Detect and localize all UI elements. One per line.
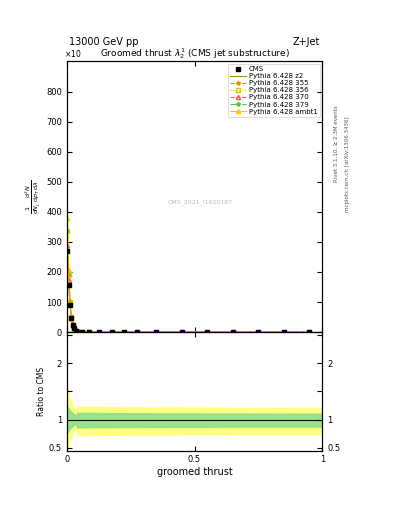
- Pythia 6.428 z2: [307, 329, 312, 335]
- Y-axis label: Ratio to CMS: Ratio to CMS: [37, 367, 46, 416]
- Text: Rivet 3.1.10, ≥ 2.3M events: Rivet 3.1.10, ≥ 2.3M events: [334, 105, 338, 182]
- CMS: [256, 329, 261, 335]
- CMS: [135, 329, 140, 335]
- Pythia 6.428 z2: [122, 329, 127, 335]
- Pythia 6.428 z2: [154, 329, 158, 335]
- CMS: [68, 302, 72, 308]
- Pythia 6.428 z2: [69, 314, 73, 321]
- Title: Groomed thrust $\lambda_2^1$ (CMS jet substructure): Groomed thrust $\lambda_2^1$ (CMS jet su…: [99, 47, 290, 61]
- Pythia 6.428 z2: [96, 329, 101, 335]
- Text: Z+Jet: Z+Jet: [292, 36, 320, 47]
- Pythia 6.428 z2: [73, 328, 78, 334]
- Pythia 6.428 z2: [66, 282, 71, 288]
- Text: 13000 GeV pp: 13000 GeV pp: [70, 36, 139, 47]
- CMS: [205, 329, 210, 335]
- Legend: CMS, Pythia 6.428 z2, Pythia 6.428 355, Pythia 6.428 356, Pythia 6.428 370, Pyth: CMS, Pythia 6.428 z2, Pythia 6.428 355, …: [228, 63, 320, 117]
- CMS: [66, 282, 71, 288]
- Line: CMS: CMS: [66, 249, 311, 334]
- Pythia 6.428 z2: [230, 329, 235, 335]
- Pythia 6.428 z2: [80, 329, 84, 335]
- Pythia 6.428 z2: [205, 329, 210, 335]
- Pythia 6.428 z2: [256, 329, 261, 335]
- Text: mcplots.cern.ch [arXiv:1306.3436]: mcplots.cern.ch [arXiv:1306.3436]: [345, 116, 350, 211]
- Pythia 6.428 z2: [135, 329, 140, 335]
- Pythia 6.428 z2: [76, 329, 81, 335]
- Pythia 6.428 z2: [70, 322, 75, 328]
- X-axis label: groomed thrust: groomed thrust: [157, 467, 232, 477]
- CMS: [154, 329, 158, 335]
- CMS: [179, 329, 184, 335]
- Text: CMS_2021_I1920187: CMS_2021_I1920187: [167, 199, 232, 205]
- Pythia 6.428 z2: [86, 329, 91, 335]
- CMS: [65, 248, 70, 254]
- CMS: [76, 329, 81, 335]
- CMS: [86, 329, 91, 335]
- CMS: [109, 329, 114, 335]
- Text: $\times10$: $\times10$: [64, 48, 82, 59]
- Pythia 6.428 z2: [281, 329, 286, 335]
- CMS: [72, 326, 76, 332]
- Pythia 6.428 z2: [72, 326, 76, 332]
- CMS: [80, 329, 84, 335]
- Pythia 6.428 z2: [65, 248, 70, 254]
- CMS: [122, 329, 127, 335]
- Pythia 6.428 z2: [179, 329, 184, 335]
- Pythia 6.428 z2: [68, 302, 72, 308]
- CMS: [70, 322, 75, 328]
- CMS: [230, 329, 235, 335]
- CMS: [73, 328, 78, 334]
- CMS: [69, 314, 73, 321]
- Pythia 6.428 z2: [109, 329, 114, 335]
- CMS: [281, 329, 286, 335]
- Line: Pythia 6.428 z2: Pythia 6.428 z2: [68, 251, 310, 332]
- CMS: [96, 329, 101, 335]
- CMS: [307, 329, 312, 335]
- Y-axis label: $\frac{1}{\mathrm{d}N_j}\,\frac{\mathrm{d}^2 N}{\mathrm{d}p_T\,\mathrm{d}\lambda: $\frac{1}{\mathrm{d}N_j}\,\frac{\mathrm{…: [24, 180, 43, 214]
